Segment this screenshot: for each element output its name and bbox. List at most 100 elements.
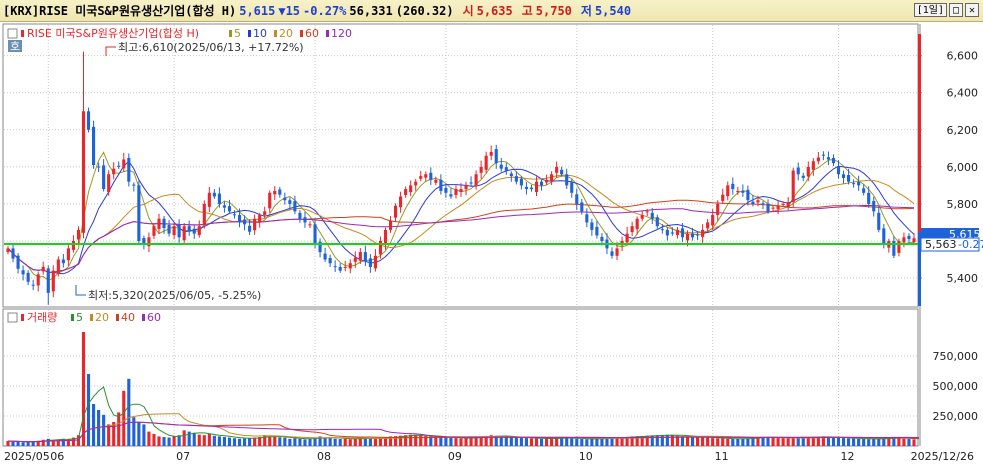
candle bbox=[363, 245, 367, 267]
candle-body bbox=[706, 222, 710, 229]
candle bbox=[263, 206, 267, 219]
candle-body bbox=[469, 182, 473, 184]
ho-badge[interactable]: 호 bbox=[8, 40, 22, 53]
candle bbox=[358, 248, 362, 264]
candle bbox=[816, 152, 820, 165]
candle bbox=[474, 170, 478, 190]
candle-body bbox=[293, 200, 297, 212]
candle-body bbox=[640, 215, 644, 219]
candle bbox=[61, 253, 65, 268]
candle-body bbox=[509, 173, 513, 177]
close-button[interactable]: ✕ bbox=[965, 3, 979, 17]
volume-bar bbox=[323, 437, 327, 446]
volume-bar bbox=[907, 439, 911, 446]
candle-body bbox=[529, 187, 534, 190]
volume-bar bbox=[690, 436, 695, 446]
moving-averages bbox=[7, 151, 915, 281]
candle-body bbox=[122, 159, 126, 169]
candle bbox=[847, 168, 851, 185]
volume-bar bbox=[862, 439, 866, 446]
candle bbox=[258, 212, 262, 228]
y-tick-label: 5,800 bbox=[947, 198, 979, 211]
volume-bar bbox=[217, 436, 221, 446]
volume-ma-line-60 bbox=[7, 421, 919, 443]
candle bbox=[268, 190, 272, 213]
intraday-range-bar bbox=[918, 34, 921, 306]
price-panel-frame bbox=[2, 23, 919, 308]
volume-bar bbox=[721, 438, 725, 446]
legend-swatch bbox=[326, 30, 329, 37]
candle bbox=[902, 232, 906, 248]
volume-bar bbox=[36, 440, 40, 446]
candle-body bbox=[394, 205, 398, 218]
candle-body bbox=[675, 229, 679, 236]
candle-body bbox=[791, 170, 795, 203]
candle bbox=[207, 186, 211, 213]
candle bbox=[112, 162, 116, 180]
candle bbox=[721, 188, 725, 204]
volume-bar bbox=[293, 438, 297, 446]
candle bbox=[545, 174, 549, 185]
candle-body bbox=[867, 192, 871, 204]
candle-body bbox=[338, 266, 342, 271]
candle-body bbox=[232, 214, 237, 216]
candle-body bbox=[479, 166, 483, 173]
volume-bar bbox=[11, 441, 15, 446]
volume-bar bbox=[524, 438, 528, 446]
candle-body bbox=[902, 237, 906, 243]
candle bbox=[142, 235, 146, 250]
volume-bar bbox=[620, 437, 624, 446]
candle bbox=[761, 200, 765, 210]
candle bbox=[192, 225, 196, 239]
volume-bar bbox=[610, 437, 614, 446]
price-change-percent: -0.27% bbox=[303, 3, 347, 18]
candle bbox=[852, 179, 856, 188]
volume-bar bbox=[590, 438, 594, 446]
candle bbox=[383, 227, 388, 250]
volume-bar bbox=[534, 438, 539, 446]
candle-body bbox=[595, 226, 599, 236]
candle-body bbox=[288, 200, 292, 204]
legend-swatch bbox=[116, 314, 119, 321]
volume-bar bbox=[343, 438, 347, 446]
candle bbox=[212, 189, 216, 199]
volume-bar bbox=[328, 438, 332, 446]
candle-body bbox=[41, 266, 45, 272]
candle bbox=[675, 226, 679, 239]
candle-body bbox=[862, 188, 866, 193]
volume-bar bbox=[112, 422, 116, 446]
volume-bar bbox=[711, 438, 715, 446]
volume-bar bbox=[474, 437, 478, 446]
volume-bar bbox=[685, 436, 690, 446]
candle bbox=[534, 176, 539, 196]
candle bbox=[680, 223, 685, 243]
min-annotation: 최저:5,320(2025/06/05, -5.25%) bbox=[75, 285, 261, 302]
candle bbox=[489, 145, 493, 161]
volume-bar bbox=[811, 436, 815, 446]
volume-bar bbox=[167, 437, 171, 446]
volume-bar bbox=[529, 438, 534, 446]
candle bbox=[66, 245, 70, 266]
candle-body bbox=[514, 176, 518, 182]
candle bbox=[796, 162, 800, 181]
candle-body bbox=[192, 228, 196, 234]
candle bbox=[46, 265, 50, 305]
candle bbox=[665, 227, 669, 241]
volume-bar bbox=[41, 439, 45, 446]
period-button[interactable]: [1일] bbox=[913, 3, 947, 17]
candle-body bbox=[348, 263, 352, 269]
volume-bar bbox=[318, 436, 322, 446]
candle-body bbox=[625, 233, 629, 243]
candle bbox=[464, 181, 468, 196]
candle bbox=[736, 186, 740, 195]
candle-body bbox=[353, 257, 357, 262]
volume-bar bbox=[222, 437, 226, 446]
volume-bar bbox=[625, 436, 629, 446]
candle-body bbox=[207, 192, 211, 207]
y-tick-label: 6,600 bbox=[947, 50, 979, 63]
y-tick-label: 5,400 bbox=[947, 272, 979, 285]
candle bbox=[841, 170, 846, 184]
candle-body bbox=[610, 251, 614, 256]
restore-button[interactable]: □ bbox=[949, 3, 963, 17]
